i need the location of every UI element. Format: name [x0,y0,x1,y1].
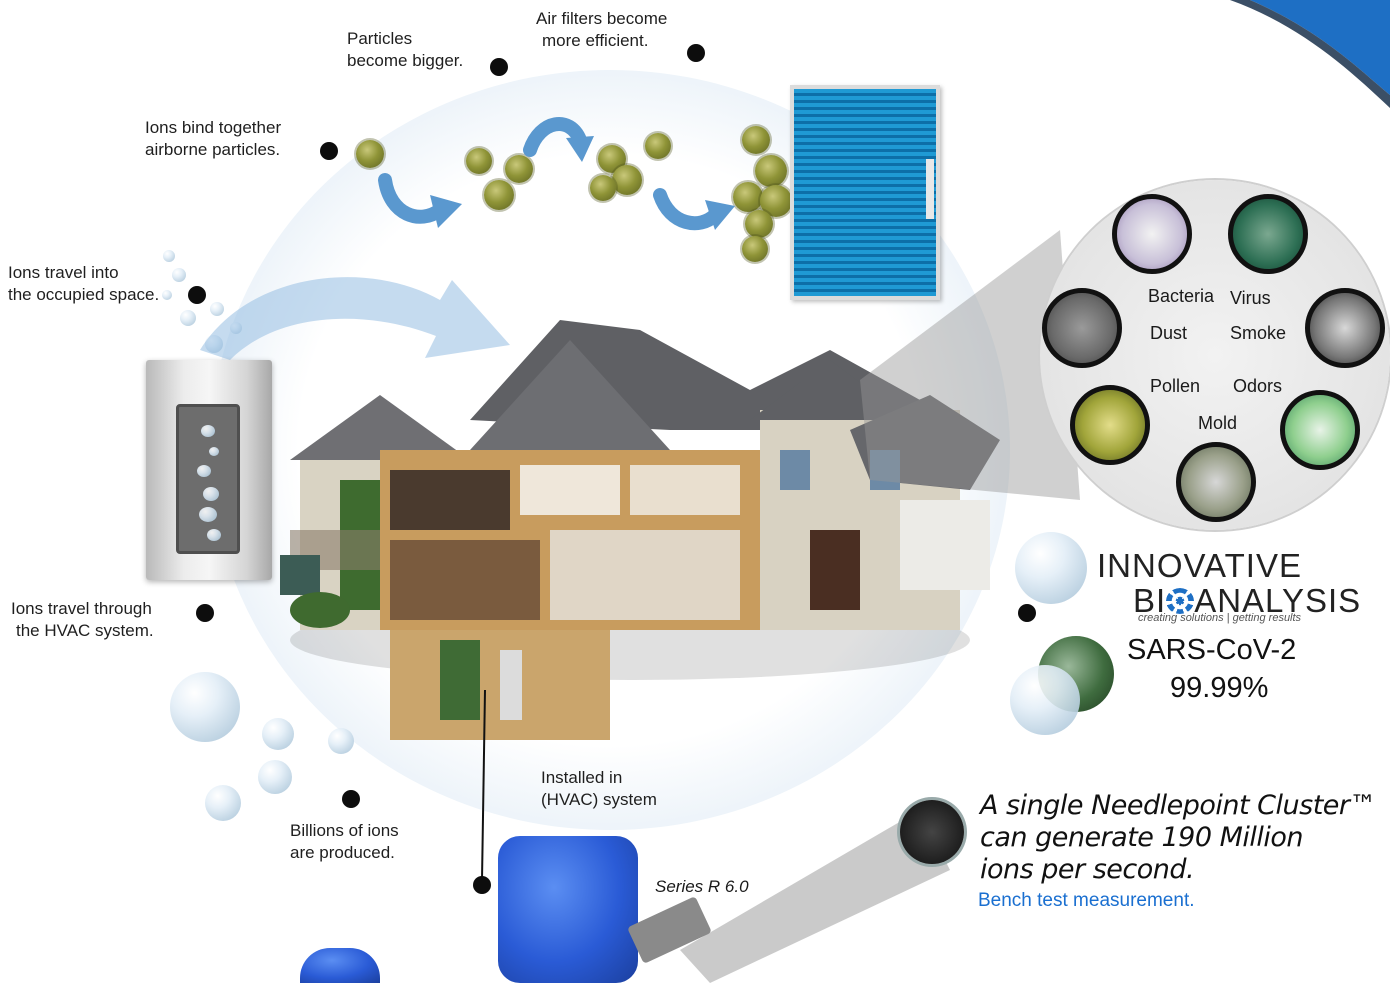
step-particles-bigger: Particles become bigger. [347,28,463,72]
brand-name-line1: INNOVATIVE [1097,547,1302,584]
brand-name-part: BI [1133,582,1167,619]
ion-bubble-icon [162,290,172,300]
ionizer-device-icon [300,948,380,983]
air-filter-panel [790,85,940,300]
bacteria-icon [1112,194,1192,274]
brand-o-logo-icon [1166,588,1195,614]
contaminant-label: Mold [1198,413,1238,433]
reduction-percent: 99.99% [1170,672,1269,704]
particle-icon [484,180,514,210]
particle-icon [612,165,642,195]
odors-icon [1280,390,1360,470]
step-text-line: Billions of ions [290,821,399,840]
ion-bubble-icon [205,785,241,821]
step-ions-hvac: Ions travel through the HVAC system. [11,598,154,642]
ionizer-device-icon [498,836,638,983]
step-marker-dot [490,58,508,76]
ion-bubble-icon [172,268,186,282]
step-text-line: Ions travel into [8,263,119,282]
particle-icon [356,140,384,168]
pathogen-name: SARS-CoV-2 [1127,634,1297,666]
step-text-line: more efficient. [542,31,649,50]
step-marker-dot [188,286,206,304]
contaminant-label: Smoke [1230,323,1287,343]
step-installed: Installed in (HVAC) system [541,767,657,811]
ion-bubble-icon [1010,665,1080,735]
ion-bubble-icon [163,250,175,262]
flow-arrow-into-house [200,277,510,360]
ion-bubble-icon [1015,532,1087,604]
virus-icon [1228,194,1308,274]
brand-name-line2: BI ANALYSIS [1133,582,1361,620]
step-billions: Billions of ions are produced. [290,820,399,864]
contaminant-disc: Bacteria Virus Dust Smoke Pollen Odors M… [1040,180,1390,530]
contaminant-label: Dust [1150,323,1188,343]
step-text-line: (HVAC) system [541,790,657,809]
step-text-line: Ions travel through [11,599,152,618]
ion-bubble-icon [170,672,240,742]
particle-icon [742,236,768,262]
particle-icon [645,133,671,159]
step-text-line: the HVAC system. [16,621,154,640]
step-marker-dot [473,876,491,894]
corner-swoosh [1230,0,1390,108]
contaminant-label: Odors [1233,376,1283,396]
ion-bubble-icon [262,718,294,750]
particle-icon [466,148,492,174]
needlepoint-zoom-cone [680,810,950,983]
step-marker-dot [1018,604,1036,622]
cluster-claim-line: ions per second. [980,854,1195,885]
particle-icon [745,210,773,238]
agglomeration-arrows [378,117,735,231]
particle-icon [742,126,770,154]
ion-bubble-icon [258,760,292,794]
step-marker-dot [320,142,338,160]
step-text-line: Ions bind together [145,118,282,137]
contaminant-label: Pollen [1150,376,1201,396]
needlepoint-cluster-icon [900,800,964,864]
step-text-line: Air filters become [536,9,668,28]
step-ions-occupied: Ions travel into the occupied space. [8,262,159,306]
particle-icon [755,155,787,187]
brand-name-part: ANALYSIS [1194,582,1362,619]
step-text-line: become bigger. [347,51,464,70]
mold-icon [1176,442,1256,522]
house-cutaway-illustration [280,320,1000,740]
brand-tagline: creating solutions | getting results [1138,612,1302,624]
step-marker-dot [342,790,360,808]
contaminant-label: Bacteria [1148,286,1215,306]
dust-icon [1042,288,1122,368]
cluster-claim-line: can generate 190 Million [980,822,1304,853]
connector-line [481,690,486,881]
ion-bubble-icon [210,302,224,316]
step-marker-dot [687,44,705,62]
ion-bubble-icon [180,310,196,326]
step-filters-efficient: Air filters become more efficient. [536,8,667,52]
cluster-claim-line: A single Needlepoint Cluster™ [980,790,1377,821]
smoke-icon [1305,288,1385,368]
hvac-duct [146,360,272,580]
particle-icon [505,155,533,183]
step-text-line: Particles [347,29,413,48]
step-text-line: Installed in [541,768,623,787]
cluster-claim: A single Needlepoint Cluster™ can genera… [980,790,1377,886]
contaminant-label: Virus [1230,288,1271,308]
step-text-line: the occupied space. [8,285,160,304]
ion-bubble-icon [328,728,354,754]
pollen-icon [1070,385,1150,465]
particle-icon [590,175,616,201]
step-marker-dot [196,604,214,622]
step-text-line: are produced. [290,843,395,862]
duct-window [176,404,240,554]
bench-test-note: Bench test measurement. [978,890,1195,911]
particle-icon [733,182,763,212]
step-ions-bind: Ions bind together airborne particles. [145,117,281,161]
step-text-line: airborne particles. [145,140,281,159]
device-series-label: Series R 6.0 [655,877,749,896]
